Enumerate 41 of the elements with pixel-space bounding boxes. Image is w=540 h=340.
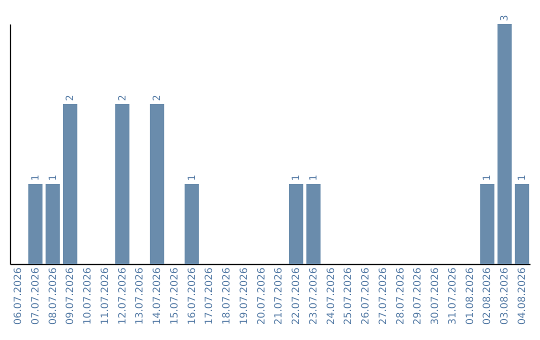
x-tick-label: 30.07.2026 (430, 268, 442, 325)
x-tick-label: 20.07.2026 (256, 268, 268, 325)
x-tick-label: 02.08.2026 (482, 268, 494, 325)
x-tick-label: 29.07.2026 (412, 268, 424, 325)
x-tick-label: 01.08.2026 (464, 268, 476, 325)
data-label: 1 (30, 174, 42, 181)
x-tick-label: 23.07.2026 (308, 268, 320, 325)
x-tick-label: 31.07.2026 (447, 268, 458, 325)
x-tick-label: 28.07.2026 (395, 268, 406, 325)
x-tick-label: 16.07.2026 (186, 268, 198, 325)
data-label: 1 (482, 174, 494, 181)
x-tick-label: 22.07.2026 (291, 268, 302, 325)
data-label: 2 (152, 94, 164, 101)
x-tick-label: 10.07.2026 (82, 268, 94, 325)
x-tick-label: 12.07.2026 (117, 268, 128, 325)
x-tick-label: 11.07.2026 (100, 268, 111, 325)
data-label: 1 (186, 174, 198, 181)
x-tick-label: 03.08.2026 (500, 268, 511, 325)
x-tick-label: 07.07.2026 (30, 268, 42, 325)
data-label: 2 (117, 94, 128, 101)
data-label: 3 (500, 14, 511, 21)
x-tick-label: 13.07.2026 (134, 268, 146, 325)
x-tick-label: 08.07.2026 (48, 268, 59, 325)
x-tick-label: 18.07.2026 (222, 268, 233, 325)
data-label: 1 (517, 174, 528, 181)
data-label: 2 (65, 94, 76, 101)
x-tick-label: 06.07.2026 (12, 268, 24, 325)
x-tick-label: 26.07.2026 (360, 268, 372, 325)
x-tick-label: 19.07.2026 (238, 268, 250, 325)
x-tick-label: 21.07.2026 (274, 268, 285, 325)
x-tick-label: 17.07.2026 (204, 268, 216, 325)
x-tick-label: 24.07.2026 (326, 268, 337, 325)
x-tick-label: 04.08.2026 (517, 268, 528, 325)
data-label: 1 (48, 174, 59, 181)
x-tick-label: 14.07.2026 (152, 268, 164, 325)
data-label: 1 (308, 174, 320, 181)
x-tick-label: 09.07.2026 (65, 268, 76, 325)
data-label: 1 (291, 174, 302, 181)
x-tick-label: 15.07.2026 (169, 268, 180, 325)
x-tick-label: 27.07.2026 (378, 268, 389, 325)
x-tick-label: 25.07.2026 (343, 268, 354, 325)
